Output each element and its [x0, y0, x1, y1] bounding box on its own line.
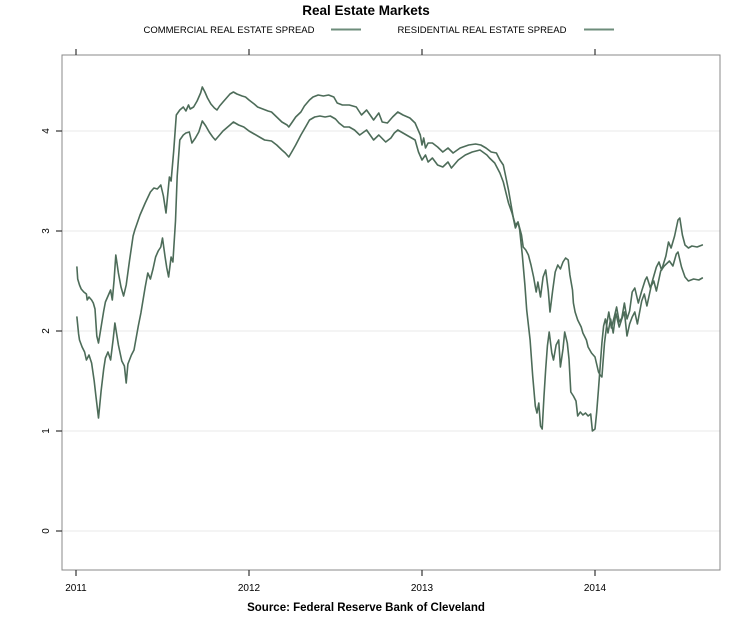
y-tick-label-4: 4: [41, 128, 52, 134]
y-tick-label-3: 3: [41, 228, 52, 234]
legend-label-commercial: COMMERCIAL REAL ESTATE SPREAD: [143, 25, 314, 36]
x-tick-label-2011: 2011: [65, 583, 87, 594]
chart-title: Real Estate Markets: [302, 3, 430, 18]
source-caption: Source: Federal Reserve Bank of Clevelan…: [247, 602, 485, 614]
y-tick-label-1: 1: [41, 428, 52, 434]
y-tick-label-2: 2: [41, 328, 52, 334]
data-series-lines: [76, 86, 704, 432]
series-line-commercial: [76, 86, 704, 378]
x-tick-label-2013: 2013: [411, 583, 434, 594]
series-line-residential: [76, 115, 704, 432]
chart-legend: COMMERCIAL REAL ESTATE SPREAD RESIDENTIA…: [143, 25, 614, 36]
y-tick-label-0: 0: [41, 528, 52, 534]
legend-label-residential: RESIDENTIAL REAL ESTATE SPREAD: [398, 25, 567, 36]
horizontal-gridlines: [62, 130, 720, 532]
plot-border: [61, 54, 721, 571]
axis-ticks: [56, 49, 596, 576]
x-tick-label-2014: 2014: [584, 583, 607, 594]
axis-tick-labels: 0 1 2 3 4 2011 2012 2013 2014: [41, 128, 607, 594]
x-tick-label-2012: 2012: [238, 583, 261, 594]
